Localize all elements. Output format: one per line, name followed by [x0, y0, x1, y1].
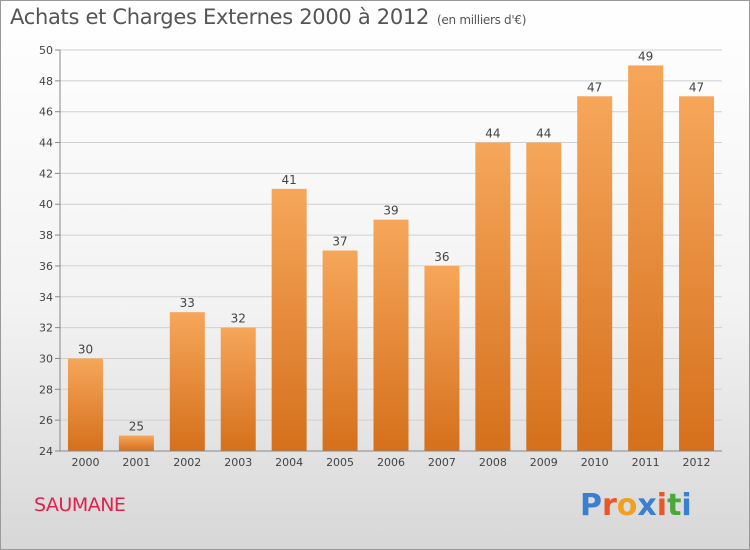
proxiti-logo[interactable]: Proxiti: [580, 488, 692, 523]
data-label: 37: [332, 235, 347, 249]
bar: [118, 435, 154, 451]
bar: [271, 188, 307, 452]
data-labels: 30 25 33 32 41 37 39 36 44 44 47 49 47: [78, 49, 704, 433]
x-tick-label: 2010: [581, 456, 609, 469]
y-tick-label: 48: [39, 75, 53, 88]
y-tick-label: 36: [39, 260, 53, 273]
chart-title: Achats et Charges Externes 2000 à 2012 (e…: [10, 5, 526, 29]
title-text: Achats et Charges Externes 2000 à 2012: [10, 5, 430, 29]
y-tick-label: 28: [39, 383, 53, 396]
y-tick-label: 44: [39, 137, 53, 150]
bar: [220, 327, 256, 451]
x-tick-label: 2008: [479, 456, 507, 469]
y-tick-label: 40: [39, 198, 53, 211]
y-tick-label: 34: [39, 291, 53, 304]
y-tick-label: 50: [39, 44, 53, 57]
y-tick-label: 26: [39, 414, 53, 427]
data-label: 44: [485, 127, 500, 141]
bar: [526, 142, 562, 452]
y-tick-label: 46: [39, 106, 53, 119]
bar: [679, 96, 715, 452]
x-tick-label: 2000: [71, 456, 99, 469]
x-tick-label: 2012: [683, 456, 711, 469]
y-tick-label: 42: [39, 167, 53, 180]
data-label: 47: [689, 80, 704, 94]
y-tick-label: 32: [39, 322, 53, 335]
unit-label: (en milliers d'€): [437, 13, 527, 27]
commune-name: SAUMANE: [34, 494, 126, 516]
x-tick-label: 2004: [275, 456, 303, 469]
x-tick-label: 2003: [224, 456, 252, 469]
bar: [424, 265, 460, 451]
x-tick-label: 2011: [632, 456, 660, 469]
bars: [67, 65, 715, 452]
bar: [475, 142, 511, 452]
data-label: 39: [383, 204, 398, 218]
data-label: 32: [231, 312, 246, 326]
y-tick-label: 24: [39, 445, 53, 458]
bar: [67, 358, 103, 451]
logo-letter: x: [637, 488, 657, 523]
x-tick-label: 2001: [122, 456, 150, 469]
y-tick-label: 30: [39, 352, 53, 365]
logo-letter: t: [667, 488, 682, 523]
bar: [322, 250, 358, 451]
y-tick-label: 38: [39, 229, 53, 242]
data-label: 25: [129, 420, 144, 434]
data-label: 49: [638, 49, 653, 63]
logo-letter: P: [580, 488, 602, 523]
data-label: 33: [180, 296, 195, 310]
bar: [169, 312, 205, 451]
logo-letter: o: [616, 488, 638, 523]
bar: [373, 219, 409, 451]
x-tick-label: 2009: [530, 456, 558, 469]
x-axis: 2000 2001 2002 2003 2004 2005 2006 2007 2008 2009…: [60, 450, 722, 469]
logo-letter: r: [602, 488, 617, 523]
bar: [628, 65, 664, 451]
x-tick-label: 2007: [428, 456, 456, 469]
data-label: 36: [434, 250, 449, 264]
data-label: 41: [282, 173, 297, 187]
data-label: 47: [587, 80, 602, 94]
logo-letter: i: [656, 488, 668, 523]
x-tick-label: 2005: [326, 456, 354, 469]
bar: [577, 96, 613, 452]
x-tick-label: 2002: [173, 456, 201, 469]
data-label: 30: [78, 342, 93, 356]
x-tick-label: 2006: [377, 456, 405, 469]
logo-letter: i: [681, 488, 692, 523]
y-axis: 24 26 28 30 32 34 36 38 40 42 44 46 48 50: [39, 44, 61, 458]
data-label: 44: [536, 127, 551, 141]
